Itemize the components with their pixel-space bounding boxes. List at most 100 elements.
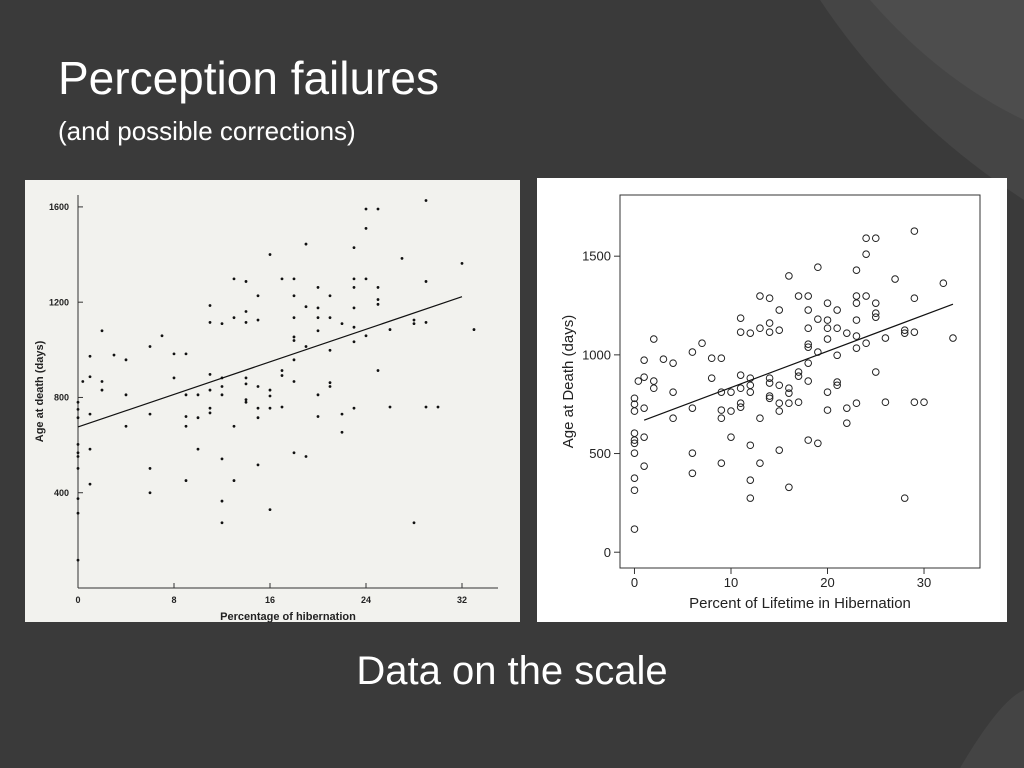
data-point — [184, 393, 188, 397]
y-tick-label: 1600 — [49, 202, 69, 212]
slide-title: Perception failures — [58, 52, 439, 104]
data-point — [640, 373, 648, 381]
data-point — [76, 511, 80, 515]
data-point — [814, 439, 822, 448]
data-point — [220, 521, 224, 525]
data-point — [88, 354, 92, 358]
data-point — [852, 332, 861, 340]
data-point — [746, 494, 755, 502]
data-point — [280, 369, 284, 372]
slide-caption: Data on the scale — [356, 649, 667, 693]
data-point — [280, 374, 284, 377]
charts: 0 8 16 24 32 400 800 1200 1600 Percentage of hibe… — [25, 178, 1007, 623]
data-point — [823, 316, 832, 324]
decoration — [870, 0, 1024, 120]
data-point — [88, 482, 92, 486]
data-point — [688, 348, 697, 356]
y-tick-label: 500 — [589, 446, 611, 461]
data-point — [100, 380, 104, 383]
chart: 0 8 16 24 32 400 800 1200 1600 Percentage of hibe… — [25, 180, 520, 623]
data-point — [814, 263, 822, 272]
data-point — [765, 394, 774, 403]
data-point — [316, 415, 320, 418]
data-point — [843, 404, 851, 412]
data-point — [316, 286, 320, 289]
data-point — [76, 455, 80, 458]
data-point — [649, 384, 658, 393]
data-point — [76, 497, 80, 501]
chart: 0 10 20 30 0 500 1000 1500 Percent of Lifetime i… — [537, 178, 1007, 622]
data-point — [232, 424, 236, 428]
data-point — [316, 329, 320, 333]
data-point — [376, 302, 380, 306]
data-point — [292, 277, 296, 281]
data-point — [746, 388, 755, 396]
data-point — [184, 415, 188, 418]
data-point — [124, 424, 128, 428]
decoration — [960, 690, 1024, 768]
data-point — [775, 381, 784, 390]
data-point — [352, 406, 356, 410]
data-point — [785, 483, 793, 492]
data-point — [765, 294, 774, 303]
data-point — [804, 292, 813, 300]
data-point — [364, 226, 368, 230]
data-point — [268, 394, 272, 398]
data-point — [460, 261, 464, 265]
data-point — [775, 399, 784, 408]
data-point — [804, 436, 813, 444]
data-point — [775, 407, 784, 415]
x-axis-label: Percentage of hibernation — [220, 611, 356, 623]
data-point — [208, 411, 212, 415]
data-point — [736, 328, 745, 336]
data-point — [376, 207, 380, 211]
data-point — [871, 368, 880, 376]
data-point — [256, 416, 260, 420]
data-point — [804, 377, 813, 385]
data-point — [900, 326, 909, 334]
data-point — [649, 335, 658, 343]
data-point — [775, 306, 784, 314]
data-point — [352, 277, 356, 281]
data-point — [736, 384, 745, 393]
x-tick-label: 32 — [457, 595, 467, 605]
data-point — [76, 558, 80, 562]
data-point — [196, 416, 200, 420]
data-point — [316, 306, 320, 310]
data-point — [424, 405, 428, 409]
data-point — [76, 407, 80, 411]
x-tick-label: 30 — [917, 575, 931, 590]
slide-subtitle: (and possible corrections) — [58, 116, 356, 146]
data-point — [804, 343, 813, 351]
data-point — [669, 414, 677, 423]
x-tick-label: 10 — [724, 575, 738, 590]
data-point — [148, 412, 152, 416]
data-point — [364, 334, 368, 338]
data-point — [220, 393, 224, 397]
data-point — [871, 313, 880, 321]
data-point — [939, 279, 948, 288]
data-point — [244, 280, 248, 283]
data-point — [688, 449, 697, 457]
data-point — [785, 384, 793, 393]
data-point — [112, 353, 116, 357]
data-point — [910, 398, 919, 407]
data-point — [88, 375, 92, 379]
y-tick-label: 1000 — [582, 347, 611, 362]
data-point — [881, 334, 890, 342]
data-point — [852, 344, 861, 352]
data-point — [220, 322, 224, 326]
data-point — [630, 400, 639, 408]
data-point — [352, 246, 356, 250]
data-point — [244, 382, 248, 386]
data-point — [727, 407, 735, 415]
data-point — [891, 275, 899, 283]
data-point — [388, 328, 392, 331]
data-point — [172, 376, 176, 380]
data-point — [698, 339, 706, 348]
data-point — [736, 403, 745, 411]
data-point — [148, 345, 152, 348]
data-point — [640, 356, 648, 364]
data-point — [424, 321, 428, 324]
